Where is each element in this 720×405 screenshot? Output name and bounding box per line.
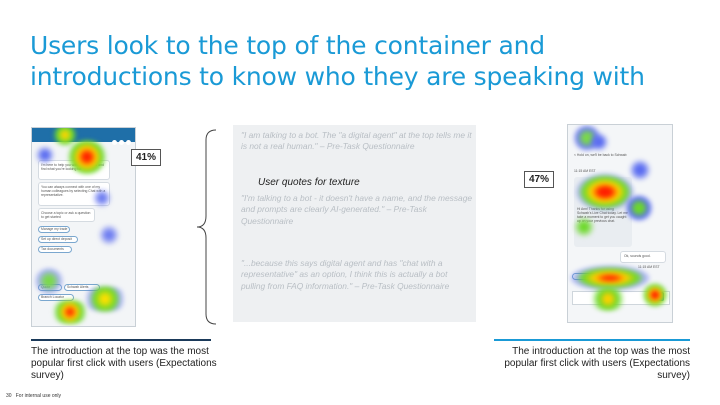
heatmap-hotspot xyxy=(34,268,64,294)
user-quote: "I'm talking to a bot - it doesn't have … xyxy=(241,193,473,226)
heatmap-hotspot xyxy=(52,128,78,146)
heatmap-hotspot xyxy=(588,287,628,311)
chat-line: You can always connect with one of my hu… xyxy=(41,185,106,197)
heatmap-hotspot xyxy=(588,133,610,151)
left-percentage-badge: 41% xyxy=(131,149,162,166)
chat-line: Ok, sounds good. xyxy=(624,254,651,258)
heatmap-hotspot xyxy=(50,300,90,324)
heatmap-hotspot xyxy=(572,217,596,237)
timestamp: 11:15 AM EST xyxy=(638,265,660,269)
chat-bubble: Choose a topic or ask a question to get … xyxy=(38,208,95,222)
heatmap-hotspot xyxy=(92,188,112,208)
user-quotes-panel: "I am talking to a bot. The "a digital a… xyxy=(233,125,476,322)
timestamp: 11:15 AM EST xyxy=(574,169,596,173)
heatmap-hotspot xyxy=(82,286,128,312)
chat-bubble: Ok, sounds good. xyxy=(620,251,666,263)
heatmap-screenshot-right: < Hold on, we'll be back to Schwab 11:15… xyxy=(567,124,673,323)
window-controls-icon xyxy=(110,132,131,150)
chat-line: Choose a topic or ask a question to get … xyxy=(41,211,91,219)
chip-option[interactable]: Manage my trade xyxy=(38,226,70,233)
heatmap-hotspot xyxy=(570,265,650,291)
chat-line: < Hold on, we'll be back to Schwab xyxy=(574,153,627,157)
heatmap-hotspot xyxy=(642,283,668,307)
heatmap-hotspot xyxy=(628,159,652,181)
page-number: 30 xyxy=(6,393,12,399)
left-divider-line xyxy=(31,339,211,341)
quotes-label: User quotes for texture xyxy=(258,177,360,188)
user-quote: "I am talking to a bot. The "a digital a… xyxy=(241,130,472,152)
footer-note: For internal use only xyxy=(15,393,62,399)
heatmap-hotspot xyxy=(34,146,56,164)
right-divider-line xyxy=(494,339,690,341)
left-caption: The introduction at the top was the most… xyxy=(31,346,217,381)
chip-option[interactable]: Set up direct deposit xyxy=(38,236,78,243)
chip-option[interactable]: Tax documents xyxy=(38,246,72,253)
slide-footer: 30 For internal use only xyxy=(6,393,61,399)
heatmap-hotspot xyxy=(624,195,654,221)
heatmap-hotspot xyxy=(98,224,120,246)
heatmap-screenshot-left: I'm here to help you with simple tasks a… xyxy=(31,127,136,327)
right-caption: The introduction at the top was the most… xyxy=(504,346,690,381)
right-percentage-badge: 47% xyxy=(524,171,555,188)
slide-title: Users look to the top of the container a… xyxy=(30,31,645,91)
user-quote: "...because this says digital agent and … xyxy=(241,258,450,291)
curly-brace-icon xyxy=(196,129,217,325)
chip-option[interactable]: Branch Locator xyxy=(38,294,74,301)
heatmap-hotspot xyxy=(66,140,108,174)
